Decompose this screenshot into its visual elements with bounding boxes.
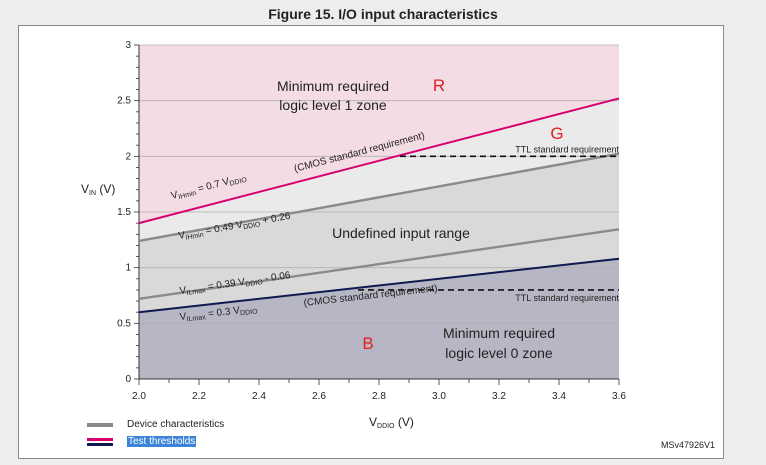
legend-swatch-device [87,422,113,427]
eq-vih-test-label-part-3: DDIO [229,177,248,188]
eq-vih-dev-label-part-0: V [178,230,187,242]
eq-vih-dev-label-part-3: DDIO [243,221,262,231]
y-tick-label-2: 1 [125,263,131,274]
eq-vih-test-label-part-1: IHmin [178,190,198,201]
region-b-label-line1: Minimum required [443,325,555,341]
eq-vih-test-label-part-0: V [170,189,180,201]
y-tick-label-6: 3 [125,40,131,51]
eq-vil-dev-label-part-1: ILmax [186,287,206,297]
eq-vih-dev-label-part-1: IHmin [185,232,204,242]
eq-vil-test-label-part-3: DDIO [240,308,259,317]
x-tick-label-4: 2.8 [372,391,386,402]
y-axis-label-part-0: V [81,182,89,196]
region-r-fill [139,45,619,224]
x-tick-label-8: 3.6 [612,391,626,402]
eq-vil-test-label-part-1: ILmax [186,314,206,323]
region-undefined-label: Undefined input range [332,225,470,241]
y-axis-label-part-2: (V) [96,182,115,196]
region-r-label-line2: logic level 1 zone [279,97,387,113]
region-letter-r: R [433,76,445,95]
y-tick-label-0: 0 [125,374,131,385]
series-line-0 [138,97,620,225]
figure-title: Figure 15. I/O input characteristics [268,6,498,22]
x-tick-label-3: 2.6 [312,391,326,402]
legend-label-test: Test thresholds [127,436,197,447]
x-tick-label-1: 2.2 [192,391,206,402]
series-line-2 [138,228,620,301]
y-tick-label-3: 1.5 [117,207,131,218]
y-tick-label-1: 0.5 [117,318,131,329]
eq-vil-dev-label-part-0: V [179,285,188,297]
x-axis-label-part-0: V [369,415,377,429]
legend-item-device: Device characteristics [87,419,224,430]
y-axis-label: VIN (V) [81,182,115,197]
legend-swatch-test [87,437,113,446]
legend-label-device: Device characteristics [127,419,225,430]
x-tick-label-6: 3.2 [492,391,506,402]
region-b-fill [139,258,619,379]
y-axis-label-part-1: IN [89,190,96,197]
x-axis-label-part-1: DDIO [377,423,395,430]
eq-vil-dev-label-part-3: DDIO [245,279,264,289]
eq-vil-test-label-part-0: V [179,311,187,323]
chart-frame: 0 0.5 1 1.5 2 2.5 3 2.0 2.2 2.4 2.6 2.8 3.0 3.2 3.4 3.6… [18,25,724,459]
region-letter-b: B [362,334,373,353]
figure-id: MSv47926V1 [660,440,715,450]
x-tick-label-0: 2.0 [132,391,146,402]
threshold-label-0: TTL standard requirement [515,144,619,154]
x-tick-label-5: 3.0 [432,391,446,402]
eq-vih-dev-label: VIHmin = 0.49 VDDIO + 0.26 [178,211,292,243]
y-tick-label-4: 2 [125,151,131,162]
y-tick-label-5: 2.5 [117,96,131,107]
io-characteristics-chart: 0 0.5 1 1.5 2 2.5 3 2.0 2.2 2.4 2.6 2.8 3.0 3.2 3.4 3.6… [81,40,626,430]
eq-vil-test-label-part-2: = 0.3 V [205,305,241,320]
threshold-label-1: TTL standard requirement [515,293,619,303]
region-r-label-line1: Minimum required [277,78,389,94]
x-tick-label-2: 2.4 [252,391,266,402]
region-undefined-fill [139,153,619,313]
x-axis-label-part-2: (V) [395,415,414,429]
region-b-label-line2: logic level 0 zone [445,345,553,361]
eq-vil-dev-label-part-4: - 0.06 [262,270,292,285]
region-letter-g: G [550,124,563,143]
x-tick-label-7: 3.4 [552,391,566,402]
eq-vil-test-label: VILmax = 0.3 VDDIO [179,303,258,324]
series-line-1 [138,152,620,243]
x-axis-label: VDDIO (V) [369,415,414,430]
region-g-fill [139,98,619,241]
legend-item-test: Test thresholds [87,436,197,447]
series-line-3 [138,257,620,314]
